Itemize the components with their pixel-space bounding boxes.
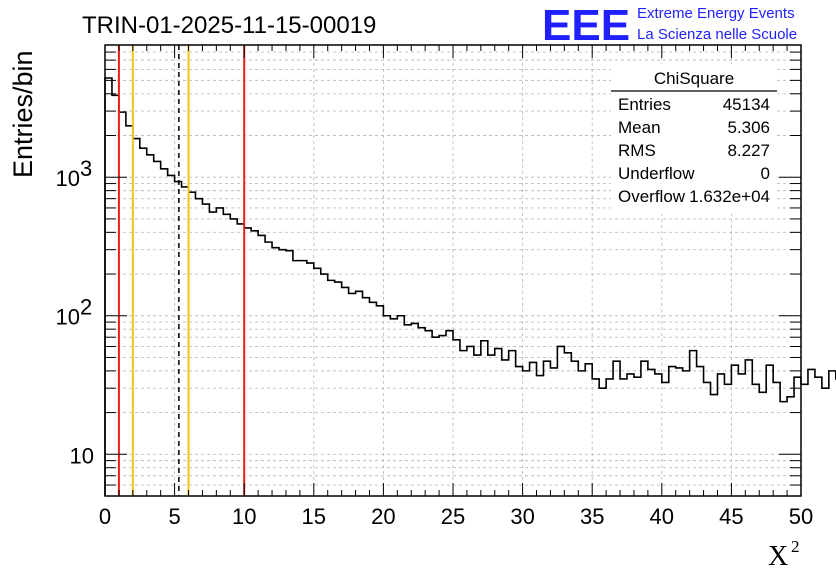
histogram-bars [104, 77, 836, 496]
x-tick-label: 45 [719, 504, 743, 529]
axis-ticks [104, 44, 802, 497]
vertical-markers [117, 45, 246, 496]
eee-logo: EEE Extreme Energy Events La Scienza nel… [542, 1, 797, 50]
x-tick-label: 50 [789, 504, 813, 529]
y-tick-label-base: 10 [56, 305, 80, 330]
x-tick-label: 0 [99, 504, 111, 529]
stats-label: RMS [618, 141, 656, 160]
x-tick-label: 10 [232, 504, 256, 529]
x-axis-label-text: X [768, 541, 788, 572]
x-tick-label: 30 [510, 504, 534, 529]
stats-label: Entries [618, 95, 671, 114]
stats-value: 45134 [723, 95, 770, 114]
stats-name: ChiSquare [654, 69, 734, 88]
x-tick-label: 35 [580, 504, 604, 529]
x-tick-label: 40 [650, 504, 674, 529]
x-tick-label: 5 [168, 504, 180, 529]
stats-value: 1.632e+04 [689, 187, 770, 206]
x-tick-label: 15 [302, 504, 326, 529]
y-tick-label: 10 [70, 443, 94, 468]
y-tick-label-base: 10 [56, 166, 80, 191]
y-tick-label-base: 10 [70, 443, 94, 468]
chart-title: TRIN-01-2025-11-15-00019 [82, 12, 376, 39]
logo-letters: EEE [542, 1, 630, 50]
x-axis-label: X 2 [768, 537, 800, 572]
stats-label: Overflow [618, 187, 686, 206]
stats-value: 8.227 [727, 141, 770, 160]
logo-line-1: Extreme Energy Events [637, 5, 795, 22]
stats-value: 5.306 [727, 118, 770, 137]
stats-label: Underflow [618, 164, 695, 183]
y-axis-label: Entries/bin [8, 50, 38, 178]
y-tick-label: 10 2 [56, 295, 93, 330]
x-tick-label: 25 [441, 504, 465, 529]
stats-value: 0 [761, 164, 770, 183]
x-axis-label-superscript: 2 [791, 537, 800, 556]
y-tick-label-exponent: 3 [80, 156, 92, 181]
stats-box: ChiSquare Entries 45134 Mean 5.306 RMS 8.227 U… [611, 64, 777, 214]
histogram-outline [104, 77, 836, 496]
y-tick-label-exponent: 2 [80, 295, 92, 320]
logo-line-2: La Scienza nelle Scuole [637, 26, 797, 43]
x-tick-label: 20 [371, 504, 395, 529]
y-tick-label: 10 3 [56, 156, 93, 191]
stats-label: Mean [618, 118, 661, 137]
